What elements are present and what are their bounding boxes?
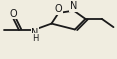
Text: O: O: [9, 9, 17, 19]
Text: N: N: [70, 1, 77, 12]
Text: O: O: [55, 4, 62, 14]
Text: N: N: [31, 28, 39, 38]
Text: H: H: [32, 34, 38, 43]
